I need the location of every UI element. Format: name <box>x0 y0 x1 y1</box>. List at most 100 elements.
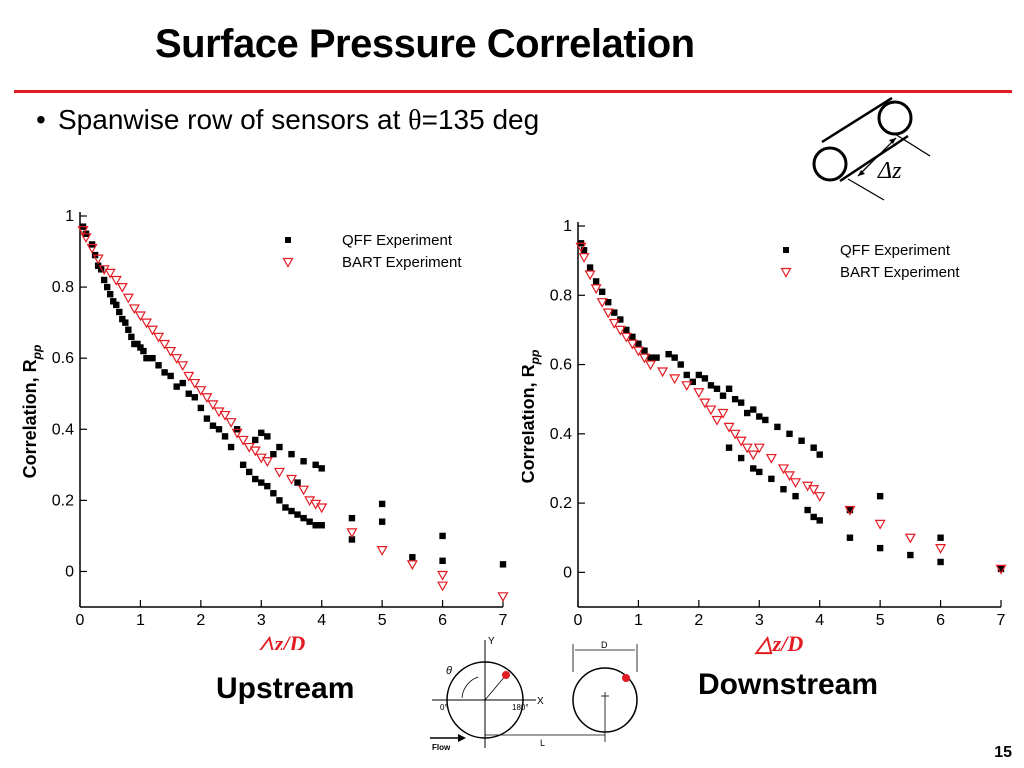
data-point-bart <box>177 361 189 372</box>
bullet-value: =135 deg <box>421 104 540 135</box>
x-tick-label: 3 <box>257 612 266 629</box>
data-point-bart <box>644 360 657 371</box>
x-axis-label: △z/D <box>754 631 804 655</box>
data-point-qff <box>707 382 715 389</box>
data-point-bart <box>705 405 717 416</box>
data-point-qff <box>276 443 283 451</box>
sensor-point-upstream <box>502 671 510 679</box>
x-tick-label: 2 <box>196 612 205 629</box>
data-point-qff <box>116 308 123 316</box>
x-tick-label: 5 <box>876 612 885 629</box>
data-point-qff <box>725 444 733 451</box>
data-point-qff <box>378 518 386 525</box>
data-point-bart <box>207 400 219 411</box>
y-axis-label-sub: pp <box>30 345 44 361</box>
data-point-bart <box>904 533 916 544</box>
page-number: 15 <box>994 744 1012 761</box>
downstream-caption: Downstream <box>698 668 879 701</box>
data-point-qff <box>737 399 745 406</box>
data-point-bart <box>777 464 789 475</box>
x-tick-label: 7 <box>997 612 1006 629</box>
data-point-qff <box>792 492 799 500</box>
data-point-bart <box>584 270 596 281</box>
data-point-qff <box>173 383 180 390</box>
data-point-bart <box>497 592 509 603</box>
data-point-qff <box>288 450 295 458</box>
data-point-bart <box>346 528 358 539</box>
data-point-qff <box>107 291 114 298</box>
length-label: L <box>540 738 545 748</box>
x-tick-label: 3 <box>755 612 764 629</box>
data-point-bart <box>681 381 693 392</box>
data-point-qff <box>134 340 141 348</box>
data-point-bart <box>140 318 152 329</box>
data-point-qff <box>731 395 739 403</box>
data-point-qff <box>185 390 192 397</box>
data-point-qff <box>140 347 147 355</box>
data-point-qff <box>846 506 854 514</box>
bullet-text: Spanwise row of sensors at <box>58 104 409 135</box>
slide-title: Surface Pressure Correlation <box>155 22 695 66</box>
data-point-bart <box>261 457 273 467</box>
data-point-bart <box>669 374 681 385</box>
data-point-bart <box>590 284 602 295</box>
flow-label: Flow <box>432 743 451 752</box>
data-point-qff <box>209 422 217 429</box>
data-point-qff <box>143 354 150 362</box>
y-tick-label: 0 <box>65 563 74 580</box>
data-point-qff <box>937 534 944 541</box>
y-axis-label-sub: pp <box>528 350 542 366</box>
data-point-bart <box>92 254 104 265</box>
data-point-qff <box>300 458 307 465</box>
axis-y-label: Y <box>488 636 495 647</box>
data-point-qff <box>252 475 259 483</box>
data-point-qff <box>750 406 757 413</box>
data-point-qff <box>671 354 678 361</box>
data-point-qff <box>937 558 944 566</box>
y-tick-label: 0.2 <box>550 495 572 512</box>
data-point-qff <box>683 371 690 379</box>
data-point-bart <box>729 429 741 440</box>
angle-0-label: 0° <box>440 703 448 712</box>
data-point-qff <box>997 565 1005 573</box>
data-point-qff <box>282 504 289 511</box>
data-point-qff <box>276 497 283 504</box>
data-point-bart <box>935 544 947 554</box>
data-point-bart <box>110 275 122 286</box>
data-point-bart <box>122 293 134 304</box>
x-tick-label: 1 <box>634 612 643 629</box>
x-tick-label: 0 <box>76 612 85 629</box>
data-point-bart <box>874 519 886 530</box>
data-point-bart <box>753 443 765 454</box>
y-tick-label: 1 <box>563 218 572 235</box>
y-axis-label-main: Correlation, R <box>20 359 40 478</box>
data-point-bart <box>376 546 388 556</box>
data-point-bart <box>596 298 608 308</box>
delta-z-label: Δz <box>877 158 902 184</box>
data-point-bart <box>711 415 723 426</box>
data-point-bart <box>116 282 128 293</box>
data-point-qff <box>264 482 271 490</box>
data-point-qff <box>605 299 612 306</box>
legend-label: BART Experiment <box>840 264 960 281</box>
data-point-bart <box>171 354 183 364</box>
data-point-qff <box>737 454 745 462</box>
data-point-bart <box>790 478 802 489</box>
data-point-bart <box>578 253 590 263</box>
x-tick-label: 6 <box>438 612 447 629</box>
downstream-correlation-chart: 0 0.2 0.4 0.6 0.8 1 0 1 2 3 4 5 6 7 Correlation, Rpp △z… <box>522 218 1007 655</box>
data-point-bart <box>146 325 159 336</box>
data-point-qff <box>312 522 319 529</box>
data-point-bart <box>575 242 587 253</box>
data-point-qff <box>137 344 144 351</box>
data-point-qff <box>629 333 636 341</box>
data-point-bart <box>723 422 735 433</box>
y-tick-label: 0.2 <box>52 492 74 509</box>
data-point-qff <box>128 333 135 341</box>
data-point-bart <box>77 226 89 236</box>
legend-marker-qff <box>285 237 291 243</box>
data-point-qff <box>695 371 703 379</box>
y-axis-label: Correlation, Rpp <box>20 345 44 479</box>
data-point-bart <box>614 325 626 336</box>
data-point-qff <box>780 486 787 493</box>
